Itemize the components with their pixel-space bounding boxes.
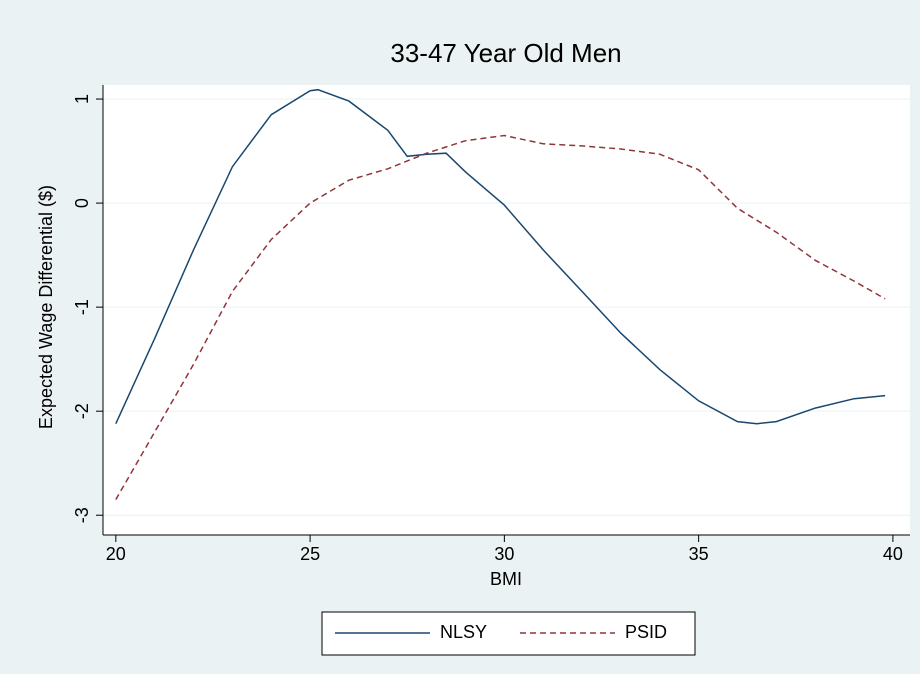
legend-label: PSID <box>625 622 667 642</box>
legend-label: NLSY <box>440 622 487 642</box>
x-tick-label: 30 <box>494 544 514 564</box>
y-tick-label: 1 <box>72 94 92 104</box>
plot-area <box>103 85 910 535</box>
y-axis-label: Expected Wage Differential ($) <box>36 185 56 429</box>
y-tick-label: -1 <box>72 299 92 315</box>
x-tick-label: 20 <box>106 544 126 564</box>
chart-title: 33-47 Year Old Men <box>390 38 621 68</box>
x-tick-label: 40 <box>883 544 903 564</box>
data-line <box>115 88 886 425</box>
x-axis-label: BMI <box>490 569 522 589</box>
x-tick-label: 35 <box>689 544 709 564</box>
y-tick-label: -3 <box>72 507 92 523</box>
data-line <box>115 134 886 500</box>
y-tick-label: 0 <box>72 198 92 208</box>
x-tick-label: 25 <box>300 544 320 564</box>
y-tick-label: -2 <box>72 403 92 419</box>
